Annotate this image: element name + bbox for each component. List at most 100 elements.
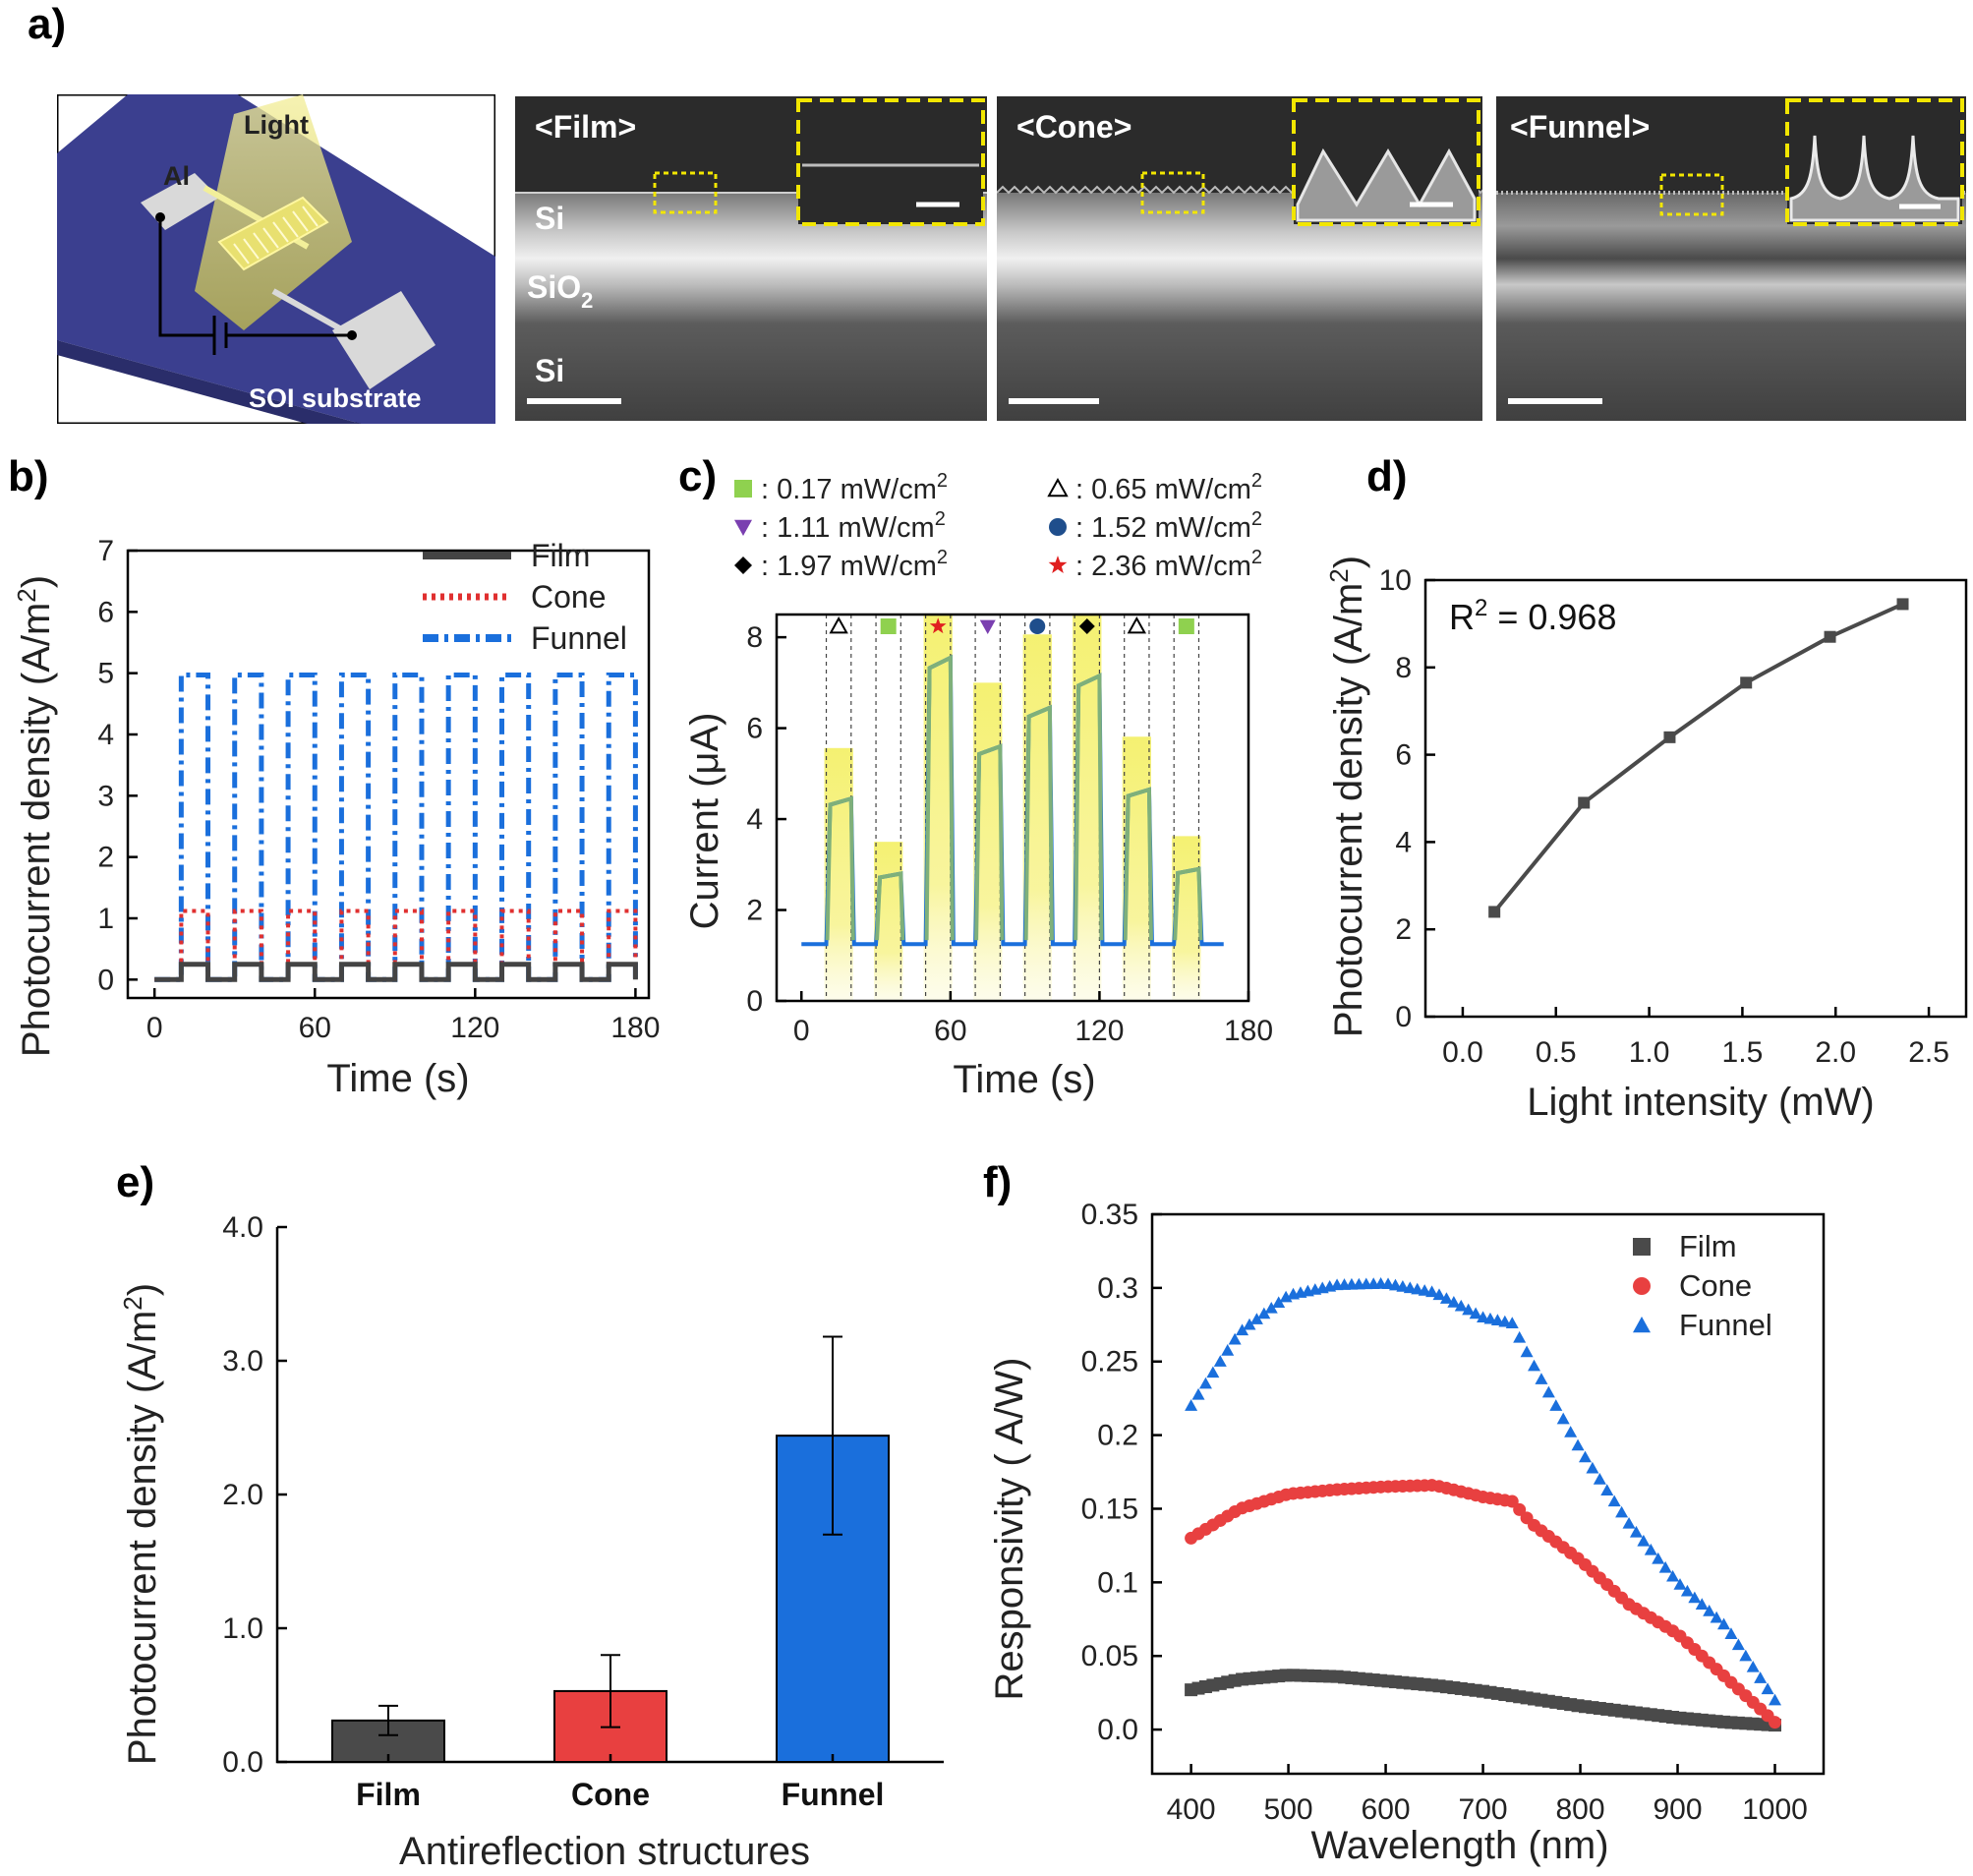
chart-f-point-funnel <box>1425 1285 1439 1298</box>
chart-f-point-funnel <box>1658 1560 1672 1573</box>
chart-b-xtick-label: 0 <box>146 1012 163 1044</box>
chart-c-xtick-label: 180 <box>1224 1015 1273 1047</box>
chart-d-ytick-label: 2 <box>1395 913 1412 946</box>
chart-d-xtick-label: 1.0 <box>1629 1036 1670 1069</box>
chart-f-point-funnel <box>1666 1569 1680 1582</box>
chart-b-legend-label-funnel: Funnel <box>531 620 627 656</box>
chart-c-pulse-trace-1 <box>875 871 905 941</box>
chart-c-xlabel: Time (s) <box>953 1058 1095 1101</box>
chart-f-point-funnel <box>1191 1387 1205 1400</box>
chart-c-legend-label-4: : 1.97 mW/cm2 <box>761 547 948 582</box>
chart-d-photocurrent-vs-intensity: 0.0 0.5 1.0 1.5 2.0 2.5 0 2 4 6 8 10 Photocurrent d… <box>1324 556 1968 1124</box>
chart-b-legend-label-film: Film <box>531 538 590 573</box>
chart-c-ytick-label: 8 <box>746 621 763 654</box>
chart-e-ylabel: Photocurrent density (A/m2) <box>118 1283 164 1765</box>
chart-d-data-point <box>1740 676 1753 689</box>
chart-f-xtick-label: 600 <box>1362 1793 1411 1826</box>
chart-f-ylabel: Responsivity ( A/W) <box>988 1358 1031 1701</box>
chart-d-data-point <box>1488 906 1501 918</box>
chart-f-point-funnel <box>1490 1314 1504 1326</box>
chart-f-point-funnel <box>1411 1282 1424 1295</box>
chart-f-point-funnel <box>1264 1301 1278 1314</box>
chart-f-xtick-label: 1000 <box>1742 1793 1808 1826</box>
chart-d-ytick-label: 4 <box>1395 826 1412 858</box>
chart-f-point-funnel <box>1396 1280 1410 1292</box>
chart-c-pulse-marker-3 <box>979 619 996 634</box>
chart-c-ytick-label: 2 <box>746 895 763 927</box>
chart-f-ytick-label: 0.2 <box>1097 1420 1138 1452</box>
chart-c-ytick-label: 6 <box>746 713 763 745</box>
substrate-label: SOI substrate <box>249 383 422 413</box>
chart-b-series-funnel <box>154 673 638 982</box>
al-pad-bottom <box>332 291 435 389</box>
chart-f-point-funnel <box>1432 1288 1446 1301</box>
chart-c-legend-marker-0 <box>734 480 752 498</box>
sem-cone-title: <Cone> <box>1016 109 1132 145</box>
chart-f-point-funnel <box>1228 1332 1242 1345</box>
chart-e-ytick-label: 1.0 <box>222 1612 263 1645</box>
chart-c-legend-marker-2 <box>734 519 752 536</box>
chart-c-pulse-trace-5 <box>1074 673 1104 941</box>
chart-c-current-trace <box>801 654 1224 947</box>
chart-b-photocurrent-vs-time: 0 60 120 180 0 1 2 3 4 5 6 7 Film Cone Funnel Photocur… <box>12 535 660 1100</box>
chart-b-ytick-label: 3 <box>97 780 114 812</box>
chart-c-legend-marker-5 <box>1048 556 1068 573</box>
chart-f-point-funnel <box>1439 1292 1453 1304</box>
chart-d-xtick-label: 2.0 <box>1815 1036 1856 1069</box>
chart-f-point-funnel <box>1717 1617 1731 1630</box>
chart-c-axes-frame <box>775 613 1250 1003</box>
panel-label-f: f) <box>983 1158 1013 1206</box>
chart-c-pulse-trace-7 <box>1173 866 1203 941</box>
chart-f-point-funnel <box>1381 1277 1395 1290</box>
chart-c-legend-label-1: : 0.65 mW/cm2 <box>1075 470 1262 505</box>
chart-f-point-funnel <box>1593 1473 1606 1485</box>
chart-c-pulse-marker-4 <box>1029 618 1046 634</box>
chart-f-point-funnel <box>1688 1591 1702 1604</box>
chart-d-ytick-label: 0 <box>1395 1001 1412 1033</box>
chart-e-bar-comparison: 0.0 1.0 2.0 3.0 4.0 Film Cone Funnel Photocurre… <box>118 1211 944 1873</box>
sem-sio2-label: SiO2 <box>527 269 593 313</box>
chart-b-axes-frame <box>126 549 651 1000</box>
chart-f-point-funnel <box>1206 1366 1220 1378</box>
chart-f-ytick-label: 0.1 <box>1097 1566 1138 1599</box>
chart-c-xtick-label: 0 <box>793 1015 810 1047</box>
chart-e-category-label-cone: Cone <box>571 1777 650 1812</box>
chart-c-pulse-marker-7 <box>1178 618 1194 634</box>
chart-d-data-point <box>1663 731 1676 743</box>
chart-f-point-funnel <box>1447 1296 1461 1308</box>
sem-si-top-label: Si <box>535 201 564 236</box>
chart-f-xtick-label: 800 <box>1556 1793 1605 1826</box>
interdigitated-electrode <box>217 196 329 271</box>
sem-film-inset <box>796 98 985 226</box>
chart-f-ytick-label: 0.35 <box>1081 1199 1138 1231</box>
chart-f-point-funnel <box>1680 1584 1694 1597</box>
chart-f-point-funnel <box>1185 1399 1198 1411</box>
chart-f-ytick-label: 0.15 <box>1081 1493 1138 1525</box>
chart-f-point-funnel <box>1637 1534 1651 1547</box>
chart-f-point-funnel <box>1213 1355 1227 1367</box>
device-schematic: Light Al SOI substrate <box>57 94 495 424</box>
chart-f-point-funnel <box>1272 1296 1286 1309</box>
light-label: Light <box>244 110 309 140</box>
chart-f-point-funnel <box>1652 1552 1665 1564</box>
chart-b-ylabel: Photocurrent density (A/m2) <box>12 575 58 1057</box>
chart-f-point-funnel <box>1462 1303 1476 1316</box>
chart-d-xtick-label: 0.5 <box>1536 1036 1577 1069</box>
chart-f-point-funnel <box>1403 1281 1417 1294</box>
sem-film: <Film> Si SiO2 Si <box>515 96 987 421</box>
chart-c-legend-marker-1 <box>1047 477 1069 498</box>
chart-f-point-funnel <box>1703 1605 1716 1616</box>
sem-film-title: <Film> <box>535 109 636 145</box>
panel-label-d: d) <box>1366 452 1408 500</box>
chart-f-legend-label-film: Film <box>1679 1229 1737 1263</box>
chart-f-point-funnel <box>1739 1649 1753 1662</box>
chart-c-legend-label-5: : 2.36 mW/cm2 <box>1075 547 1262 582</box>
chart-f-xtick-label: 500 <box>1264 1793 1313 1826</box>
chart-f-point-cone <box>1513 1502 1527 1516</box>
chart-f-point-funnel <box>1528 1359 1541 1372</box>
chart-f-responsivity-spectrum: 400 500 600 700 800 900 1000 0.0 0.05 0.1 0.15 0.2 0… <box>988 1199 1826 1867</box>
chart-f-point-funnel <box>1418 1284 1431 1296</box>
chart-c-pulse-marker-2 <box>929 617 947 634</box>
chart-e-ytick-label: 4.0 <box>222 1211 263 1244</box>
chart-f-point-funnel <box>1622 1516 1636 1529</box>
